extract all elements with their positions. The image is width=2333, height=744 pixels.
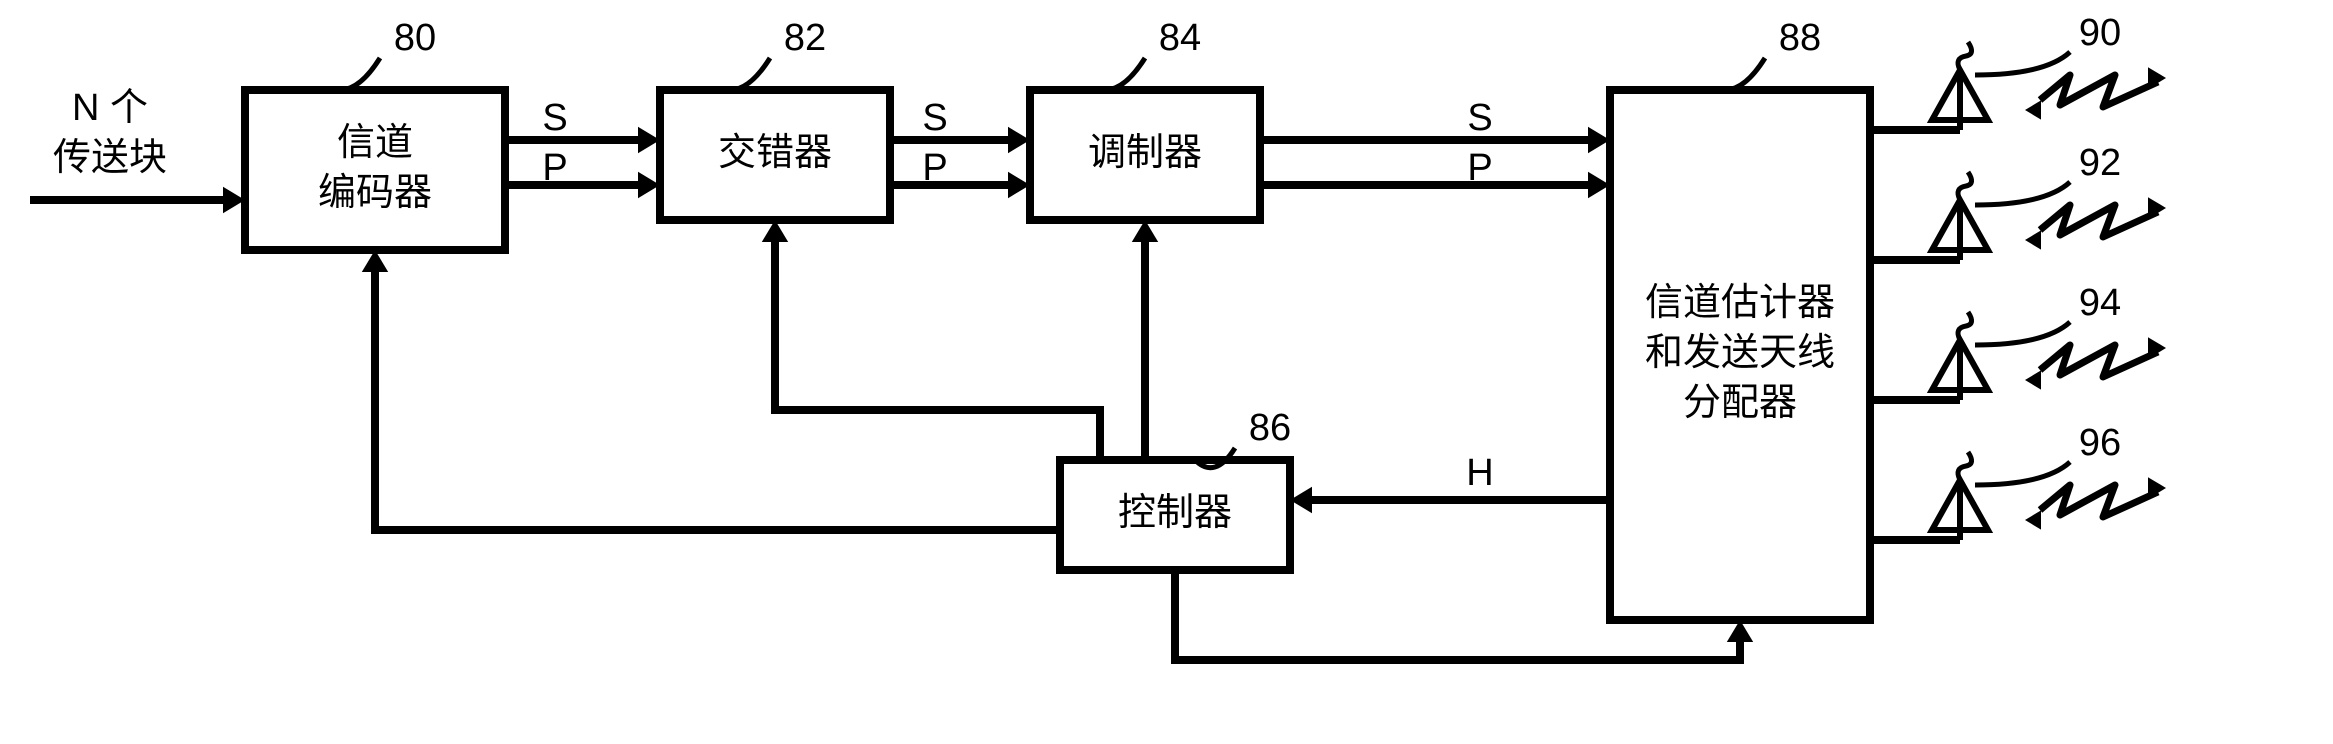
text-label: P	[542, 147, 567, 189]
text-label: H	[1466, 452, 1493, 494]
text-label: 84	[1159, 17, 1201, 59]
text-label: 80	[394, 17, 436, 59]
text-label: 88	[1779, 17, 1821, 59]
text-label: 92	[2079, 142, 2121, 184]
text-label: 和发送天线	[1645, 332, 1835, 374]
text-label: 控制器	[1118, 492, 1232, 534]
block-box	[245, 90, 505, 250]
text-label: 编码器	[318, 172, 432, 214]
text-label: 信道	[337, 122, 413, 164]
text-label: S	[542, 97, 567, 139]
text-label: 96	[2079, 422, 2121, 464]
text-label: P	[922, 147, 947, 189]
text-label: 94	[2079, 282, 2121, 324]
text-label: P	[1467, 147, 1492, 189]
text-label: 信道估计器	[1645, 282, 1835, 324]
text-label: 86	[1249, 407, 1291, 449]
text-label: 分配器	[1683, 382, 1797, 424]
text-label: 90	[2079, 12, 2121, 54]
text-label: 传送块	[53, 137, 167, 179]
text-label: S	[922, 97, 947, 139]
text-label: 调制器	[1088, 132, 1202, 174]
text-label: S	[1467, 97, 1492, 139]
text-label: N 个	[72, 87, 148, 129]
text-label: 82	[784, 17, 826, 59]
text-label: 交错器	[718, 132, 832, 174]
